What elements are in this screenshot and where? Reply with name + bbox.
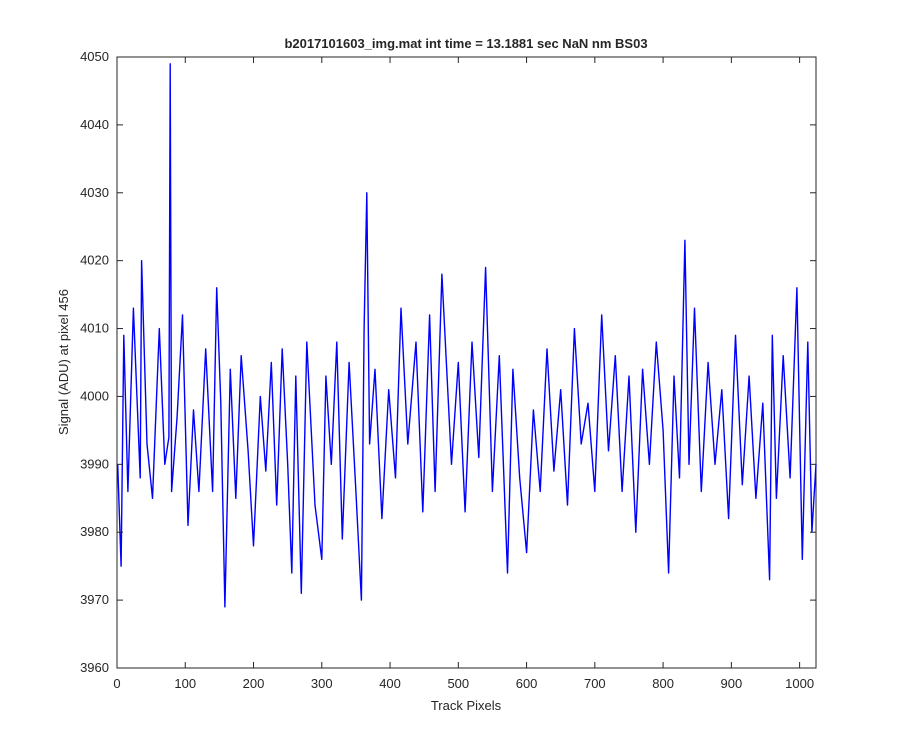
x-tick-label: 800	[652, 676, 674, 691]
y-axis-label: Signal (ADU) at pixel 456	[56, 289, 71, 435]
chart-title: b2017101603_img.mat int time = 13.1881 s…	[284, 36, 647, 51]
x-axis-label: Track Pixels	[431, 698, 502, 713]
y-tick-label: 4000	[80, 388, 109, 403]
x-tick-label: 500	[447, 676, 469, 691]
x-tick-label: 900	[721, 676, 743, 691]
x-tick-label: 600	[516, 676, 538, 691]
y-tick-label: 3960	[80, 660, 109, 675]
data-layer	[117, 63, 817, 608]
x-tick-label: 0	[113, 676, 120, 691]
x-tick-label: 400	[379, 676, 401, 691]
y-tick-label: 4050	[80, 49, 109, 64]
x-tick-label: 300	[311, 676, 333, 691]
x-tick-label: 700	[584, 676, 606, 691]
x-tick-label: 200	[243, 676, 265, 691]
x-tick-label: 100	[174, 676, 196, 691]
y-tick-label: 4040	[80, 117, 109, 132]
y-tick-label: 4010	[80, 321, 109, 336]
y-tick-label: 4030	[80, 185, 109, 200]
signal-series-line	[117, 63, 817, 608]
y-tick-label: 4020	[80, 253, 109, 268]
plot-area	[116, 56, 817, 669]
y-tick-label: 3980	[80, 524, 109, 539]
y-tick-label: 3990	[80, 456, 109, 471]
tick-layer: 0 100 200 300 400 500 600 700 800 900 1000 3960 3970…	[80, 49, 816, 691]
x-tick-label: 1000	[785, 676, 814, 691]
y-tick-label: 3970	[80, 592, 109, 607]
